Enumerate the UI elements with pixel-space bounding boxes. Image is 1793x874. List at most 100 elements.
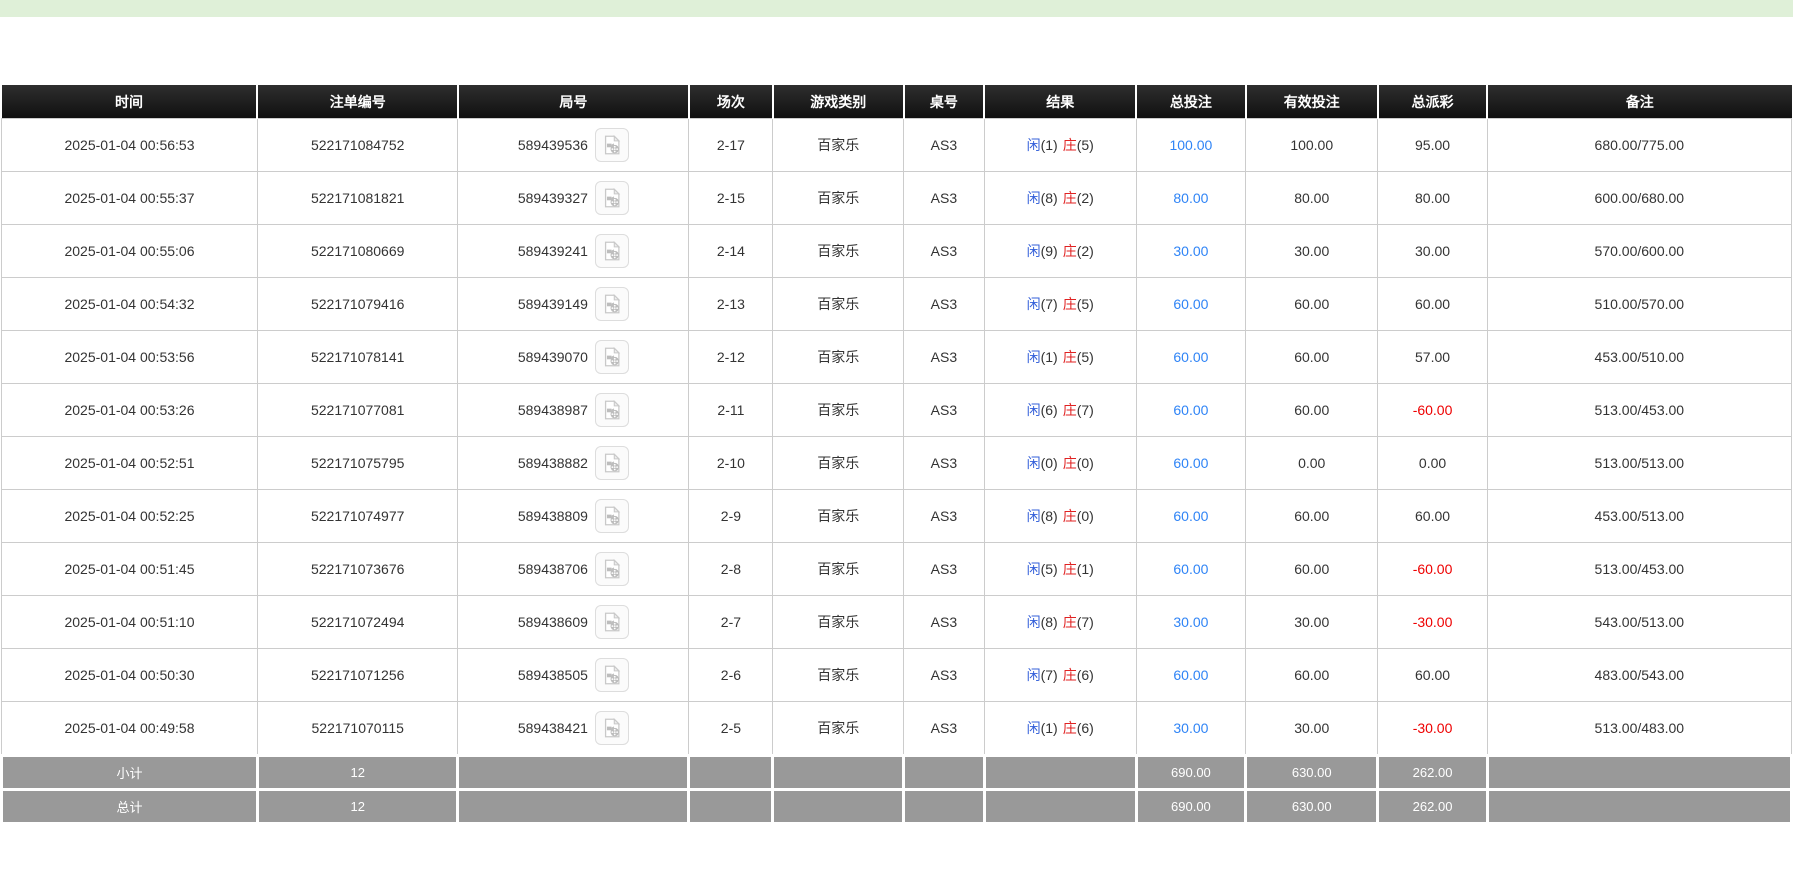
cell-payout: 30.00 xyxy=(1377,224,1488,278)
video-replay-button[interactable] xyxy=(594,446,629,480)
cell-round-id: 589439149 xyxy=(457,277,690,331)
video-replay-button[interactable] xyxy=(594,605,629,639)
cell-table-no: AS3 xyxy=(903,171,985,225)
video-replay-button[interactable] xyxy=(594,234,629,268)
cell-bet-id: 522171081821 xyxy=(256,171,459,225)
round-number: 589439070 xyxy=(517,349,588,365)
result-player-label: 闲 xyxy=(1026,137,1041,153)
header-valid-bet: 有效投注 xyxy=(1245,85,1379,119)
table-row: 2025-01-04 00:52:25 522171074977 5894388… xyxy=(1,489,1793,543)
cell-result: 闲(8) 庄(2) xyxy=(983,171,1137,225)
video-replay-button[interactable] xyxy=(594,340,629,374)
cell-round-id: 589439327 xyxy=(457,171,690,225)
cell-total-bet: 60.00 xyxy=(1135,648,1247,702)
cell-round-id: 589439241 xyxy=(457,224,690,278)
cell-result: 闲(9) 庄(2) xyxy=(983,224,1137,278)
header-remark: 备注 xyxy=(1487,85,1792,119)
video-replay-button[interactable] xyxy=(594,128,629,162)
result-banker-count: (0) xyxy=(1076,508,1094,524)
video-replay-button[interactable] xyxy=(594,181,629,215)
cell-result: 闲(8) 庄(7) xyxy=(983,595,1137,649)
subtotal-count: 12 xyxy=(255,754,460,791)
cell-round-id: 589438809 xyxy=(457,489,690,543)
result-banker-count: (6) xyxy=(1076,720,1094,736)
result-banker-label: 庄 xyxy=(1062,402,1077,418)
video-replay-button[interactable] xyxy=(594,393,629,427)
result-player-count: (8) xyxy=(1040,190,1058,206)
total-empty-game xyxy=(771,788,906,825)
table-row: 2025-01-04 00:51:45 522171073676 5894387… xyxy=(1,542,1793,596)
result-banker-label: 庄 xyxy=(1062,296,1077,312)
round-number: 589438609 xyxy=(517,614,588,630)
cell-session: 2-8 xyxy=(688,542,774,596)
cell-game-type: 百家乐 xyxy=(772,701,905,756)
round-number: 589438882 xyxy=(517,455,588,471)
result-player-count: (1) xyxy=(1040,137,1058,153)
cell-remark: 513.00/453.00 xyxy=(1486,542,1793,596)
result-player-label: 闲 xyxy=(1026,190,1041,206)
result-banker-label: 庄 xyxy=(1062,349,1077,365)
result-player-count: (1) xyxy=(1040,720,1058,736)
result-player-label: 闲 xyxy=(1026,296,1041,312)
cell-session: 2-15 xyxy=(688,171,774,225)
result-player-count: (7) xyxy=(1040,296,1058,312)
cell-session: 2-7 xyxy=(688,595,774,649)
round-number: 589439536 xyxy=(517,137,588,153)
result-player-count: (7) xyxy=(1040,667,1058,683)
subtotal-empty-table xyxy=(902,754,986,791)
spacer xyxy=(0,17,1793,85)
video-replay-button[interactable] xyxy=(594,287,629,321)
cell-table-no: AS3 xyxy=(903,648,985,702)
video-replay-button[interactable] xyxy=(594,711,629,745)
cell-table-no: AS3 xyxy=(903,224,985,278)
cell-session: 2-12 xyxy=(688,330,774,384)
cell-time: 2025-01-04 00:49:58 xyxy=(1,701,258,756)
cell-total-bet: 30.00 xyxy=(1135,701,1247,756)
result-player-label: 闲 xyxy=(1026,455,1041,471)
cell-valid-bet: 60.00 xyxy=(1244,648,1379,702)
video-replay-button[interactable] xyxy=(594,499,629,533)
cell-valid-bet: 80.00 xyxy=(1244,171,1379,225)
total-payout: 262.00 xyxy=(1376,788,1489,825)
header-total-payout: 总派彩 xyxy=(1377,85,1489,119)
cell-session: 2-17 xyxy=(688,118,774,172)
cell-round-id: 589438882 xyxy=(457,436,690,490)
cell-bet-id: 522171079416 xyxy=(256,277,459,331)
cell-total-bet: 60.00 xyxy=(1135,542,1247,596)
total-label: 总计 xyxy=(0,788,259,825)
table-header: 时间 注单编号 局号 场次 游戏类别 桌号 结果 总投注 有效投注 总派彩 备注 xyxy=(1,85,1792,119)
cell-bet-id: 522171072494 xyxy=(256,595,459,649)
video-file-icon xyxy=(604,505,621,526)
header-time: 时间 xyxy=(1,85,259,119)
cell-time: 2025-01-04 00:50:30 xyxy=(1,648,258,702)
cell-payout: -60.00 xyxy=(1377,542,1488,596)
cell-round-id: 589438987 xyxy=(457,383,690,437)
cell-game-type: 百家乐 xyxy=(772,171,905,225)
cell-result: 闲(1) 庄(5) xyxy=(983,330,1137,384)
video-replay-button[interactable] xyxy=(594,552,629,586)
cell-table-no: AS3 xyxy=(903,436,985,490)
cell-bet-id: 522171073676 xyxy=(256,542,459,596)
cell-payout: 80.00 xyxy=(1377,171,1488,225)
video-file-icon xyxy=(604,240,621,261)
cell-valid-bet: 60.00 xyxy=(1244,330,1379,384)
result-banker-count: (1) xyxy=(1076,561,1094,577)
result-player-label: 闲 xyxy=(1026,720,1041,736)
cell-remark: 600.00/680.00 xyxy=(1486,171,1793,225)
cell-session: 2-6 xyxy=(688,648,774,702)
result-player-count: (6) xyxy=(1040,402,1058,418)
cell-total-bet: 30.00 xyxy=(1135,224,1247,278)
video-file-icon xyxy=(604,293,621,314)
video-replay-button[interactable] xyxy=(594,658,629,692)
table-row: 2025-01-04 00:49:58 522171070115 5894384… xyxy=(1,701,1793,756)
total-empty-round xyxy=(456,788,691,825)
cell-time: 2025-01-04 00:51:45 xyxy=(1,542,258,596)
cell-bet-id: 522171074977 xyxy=(256,489,459,543)
cell-game-type: 百家乐 xyxy=(772,330,905,384)
cell-game-type: 百家乐 xyxy=(772,542,905,596)
round-number: 589438505 xyxy=(517,667,588,683)
table-row: 2025-01-04 00:56:53 522171084752 5894395… xyxy=(1,118,1793,172)
result-player-label: 闲 xyxy=(1026,508,1041,524)
cell-round-id: 589438505 xyxy=(457,648,690,702)
cell-remark: 483.00/543.00 xyxy=(1486,648,1793,702)
